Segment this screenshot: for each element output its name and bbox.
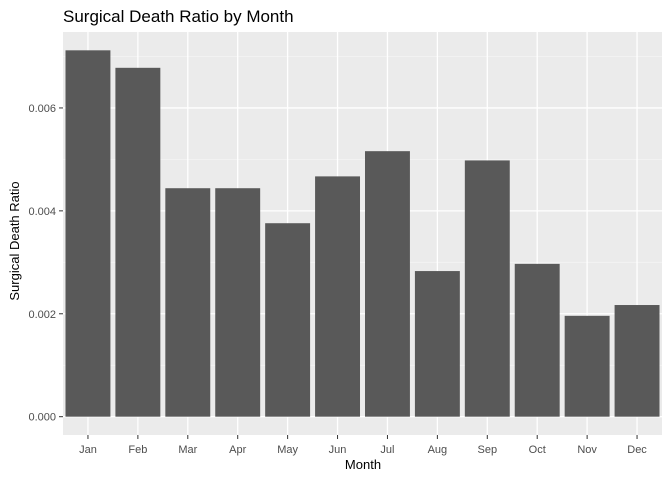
x-tick-label: Jun xyxy=(329,444,347,456)
y-tick-label: 0.006 xyxy=(28,103,56,115)
x-tick-label: Oct xyxy=(529,444,546,456)
bar-apr xyxy=(215,188,261,417)
x-tick-label: Feb xyxy=(128,444,147,456)
x-tick-label: May xyxy=(277,444,298,456)
bar-jan xyxy=(65,50,111,417)
bar-nov xyxy=(564,315,610,417)
bar-may xyxy=(265,223,311,417)
x-tick-label: Dec xyxy=(627,444,647,456)
y-axis-title: Surgical Death Ratio xyxy=(7,181,22,300)
y-tick-label: 0.002 xyxy=(28,309,56,321)
x-tick-label: Mar xyxy=(178,444,197,456)
bar-jul xyxy=(364,151,410,417)
bar-oct xyxy=(514,263,560,417)
y-axis: 0.000 0.002 0.004 0.006 xyxy=(28,103,63,424)
x-tick-label: Apr xyxy=(229,444,246,456)
bar-aug xyxy=(414,271,460,417)
x-axis: Jan Feb Mar Apr May Jun Jul Aug Sep Oct Nov Dec xyxy=(79,435,647,456)
chart-title: Surgical Death Ratio by Month xyxy=(63,7,294,26)
bar-jun xyxy=(315,176,361,417)
x-axis-title: Month xyxy=(345,457,381,472)
x-tick-label: Jul xyxy=(380,444,394,456)
x-tick-label: Sep xyxy=(478,444,498,456)
bar-dec xyxy=(614,305,660,417)
bars xyxy=(65,50,660,417)
minor-gridlines xyxy=(63,56,662,366)
bar-feb xyxy=(115,67,161,417)
bar-mar xyxy=(165,188,211,417)
bar-sep xyxy=(464,160,510,417)
x-tick-label: Jan xyxy=(79,444,97,456)
x-tick-label: Nov xyxy=(577,444,597,456)
y-tick-label: 0.004 xyxy=(28,206,56,218)
plot-panel xyxy=(63,32,662,435)
y-tick-label: 0.000 xyxy=(28,412,56,424)
x-tick-label: Aug xyxy=(428,444,448,456)
